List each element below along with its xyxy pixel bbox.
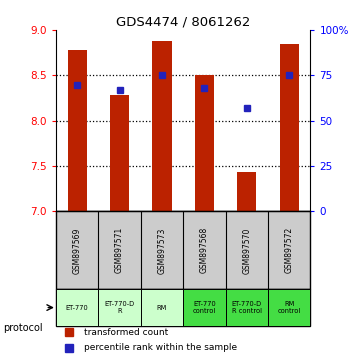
Text: GSM897572: GSM897572 (285, 227, 294, 274)
Text: ET-770: ET-770 (66, 304, 88, 310)
Text: GSM897568: GSM897568 (200, 227, 209, 274)
Text: percentile rank within the sample: percentile rank within the sample (84, 343, 237, 352)
Bar (152, 41, 171, 211)
Bar (110, 95, 129, 211)
Bar (226, 289, 268, 326)
Bar (183, 289, 226, 326)
Text: GSM897571: GSM897571 (115, 227, 124, 274)
Bar (98, 289, 141, 326)
Text: GSM897573: GSM897573 (157, 227, 166, 274)
Bar (268, 289, 310, 326)
Text: ET-770-D
R control: ET-770-D R control (232, 301, 262, 314)
Text: ET-770
control: ET-770 control (193, 301, 216, 314)
Bar (68, 50, 87, 211)
Bar (141, 289, 183, 326)
Text: RM
control: RM control (278, 301, 301, 314)
Text: protocol: protocol (4, 323, 43, 333)
Text: GSM897569: GSM897569 (73, 227, 82, 274)
Bar (280, 44, 299, 211)
Text: GSM897570: GSM897570 (242, 227, 251, 274)
Bar (195, 75, 214, 211)
Bar (56, 289, 98, 326)
Text: ET-770-D
R: ET-770-D R (105, 301, 135, 314)
Text: transformed count: transformed count (84, 327, 168, 337)
Title: GDS4474 / 8061262: GDS4474 / 8061262 (116, 16, 251, 29)
Bar (237, 172, 256, 211)
Text: RM: RM (157, 304, 167, 310)
